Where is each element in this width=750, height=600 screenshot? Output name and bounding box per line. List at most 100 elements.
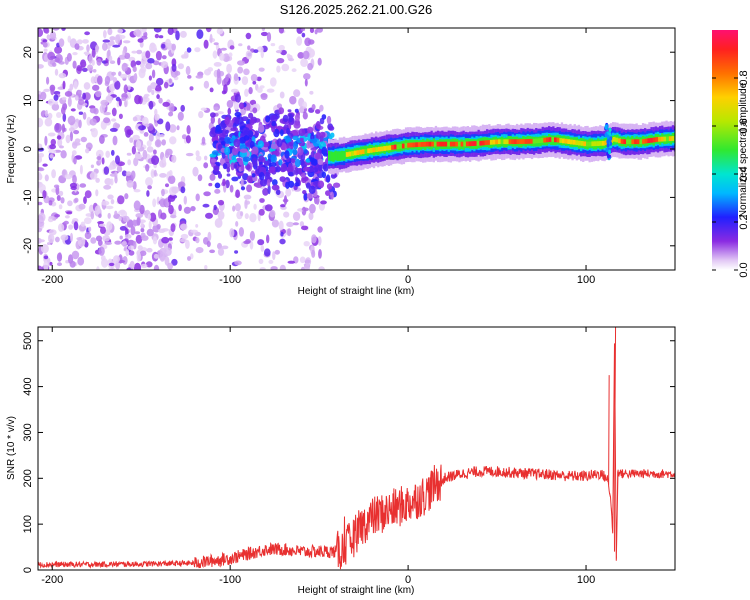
heatmap-cell [311,104,316,110]
heatmap-cell [89,118,97,126]
heatmap-cell [103,30,107,36]
heatmap-cell [220,140,226,146]
heatmap-cell [345,152,349,157]
colorbar-tick-label: 0.0 [738,262,750,277]
heatmap-cell [117,195,125,205]
heatmap-cell [154,113,160,121]
y-tick-label: 20 [22,46,34,58]
heatmap-cell [317,226,323,233]
heatmap-cell [243,194,252,200]
heatmap-cell [266,179,271,187]
heatmap-cell [252,107,258,114]
heatmap-cell [165,183,169,188]
heatmap-cell [174,70,181,76]
heatmap-cell [353,150,357,156]
heatmap-cell [195,150,200,157]
heatmap-cell [642,139,645,144]
heatmap-cell [69,83,74,91]
heatmap-cell [53,184,60,189]
heatmap-cell [260,93,268,100]
heatmap-cell [127,159,132,166]
heatmap-cell [245,239,251,244]
heatmap-cell [185,239,190,249]
heatmap-cell [160,212,167,220]
heatmap-cell [108,164,114,170]
heatmap-cell [156,223,161,230]
heatmap-cell [190,229,198,233]
heatmap-cell [294,158,301,168]
heatmap-cell [163,81,169,89]
heatmap-cell [276,138,283,148]
heatmap-cell [242,126,250,136]
heatmap-cell [46,34,51,40]
heatmap-cell [441,141,445,147]
heatmap-cell [38,117,44,128]
colorbar-label: Normalized spectral amplitude [738,82,749,217]
heatmap-cell [213,42,219,46]
heatmap-cell [121,62,128,72]
heatmap-cell [104,75,111,85]
heatmap-cell [225,129,229,134]
heatmap-cell [51,169,56,179]
heatmap-cell [56,112,62,118]
heatmap-cell [132,66,137,73]
heatmap-cell [262,141,270,148]
heatmap-cell [253,203,257,210]
heatmap-cell [325,190,331,197]
heatmap-cell [239,148,248,153]
heatmap-cell [300,137,304,142]
heatmap-cell [319,131,326,138]
heatmap-cell [53,101,59,105]
heatmap-cell [217,247,225,256]
heatmap-cell [115,34,121,44]
heatmap-cell [647,138,651,143]
heatmap-cell [167,28,174,35]
heatmap-cell [164,247,172,256]
y-tick-label: 300 [22,423,34,441]
x-tick-label: 100 [577,574,595,586]
heatmap-cell [270,43,276,47]
heatmap-cell [51,103,60,111]
heatmap-cell [195,193,200,202]
heatmap-cell [271,179,278,186]
heatmap-cell [178,204,182,212]
heatmap-cell [224,136,231,144]
heatmap-cell [195,74,204,79]
heatmap-cell [179,238,187,243]
heatmap-cell [183,206,191,214]
heatmap-cell [226,166,231,173]
heatmap-cell [272,251,276,261]
heatmap-cell [391,145,394,150]
heatmap-cell [47,242,51,246]
heatmap-cell [209,33,213,44]
heatmap-cell [254,130,259,137]
heatmap-cell [618,138,621,144]
heatmap-cell [447,141,450,147]
heatmap-cell [96,266,100,270]
heatmap-cell [43,88,51,92]
heatmap-cell [343,151,346,161]
heatmap-cell [124,100,128,108]
heatmap-cell [380,146,384,152]
heatmap-cell [226,173,231,177]
heatmap-cell [95,189,99,197]
heatmap-cell [109,127,118,132]
heatmap-cell [328,125,335,131]
heatmap-cell [195,237,200,244]
heatmap-cell [79,164,83,175]
heatmap-cell [266,88,275,93]
heatmap-cell [92,84,100,91]
heatmap-cell [168,124,177,133]
heatmap-cell [80,136,88,143]
heatmap-cell [83,82,91,90]
heatmap-cell [338,151,341,161]
heatmap-cell [88,54,93,64]
heatmap-cell [307,133,312,142]
colorbar-tick-label: 0.2 [738,214,750,229]
heatmap-cell [200,107,207,111]
heatmap-cell [498,139,501,145]
heatmap-cell [278,28,284,34]
heatmap-cell [107,28,113,36]
heatmap-cell [274,249,280,255]
heatmap-cell [133,189,141,193]
